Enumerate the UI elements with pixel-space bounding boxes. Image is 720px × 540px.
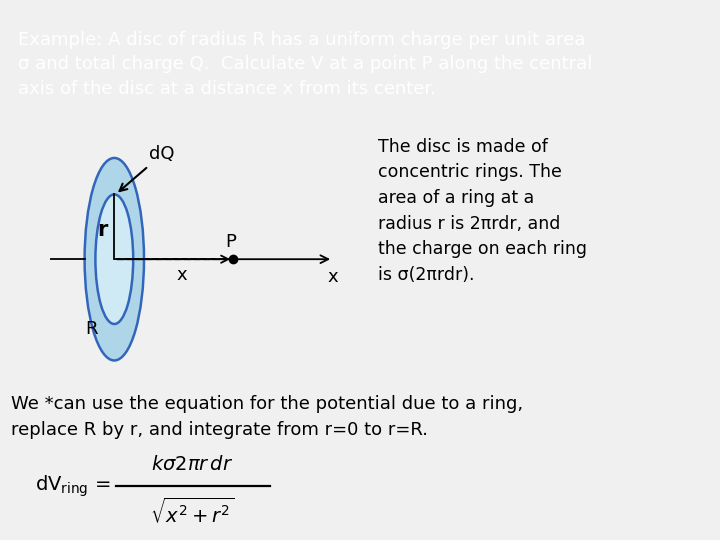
- Text: $\sqrt{x^2+r^2}$: $\sqrt{x^2+r^2}$: [150, 497, 235, 527]
- Text: x: x: [176, 266, 187, 285]
- Text: Example: A disc of radius R has a uniform charge per unit area
σ and total charg: Example: A disc of radius R has a unifor…: [18, 31, 592, 98]
- Text: $k\sigma 2\pi r\,dr$: $k\sigma 2\pi r\,dr$: [151, 455, 234, 474]
- Text: R: R: [85, 320, 98, 339]
- Ellipse shape: [95, 194, 133, 324]
- Text: replace R by r, and integrate from r=0 to r=R.: replace R by r, and integrate from r=0 t…: [11, 421, 428, 439]
- Ellipse shape: [85, 158, 144, 361]
- Text: P: P: [225, 233, 236, 251]
- Text: r: r: [97, 219, 107, 240]
- Text: $\mathrm{dV_{ring}}$ =: $\mathrm{dV_{ring}}$ =: [35, 473, 111, 499]
- Text: dQ: dQ: [120, 145, 175, 191]
- Text: We *can use the equation for the potential due to a ring,: We *can use the equation for the potenti…: [11, 395, 523, 413]
- Text: x: x: [328, 268, 338, 286]
- Text: The disc is made of
concentric rings. The
area of a ring at a
radius r is 2πrdr,: The disc is made of concentric rings. Th…: [378, 138, 587, 284]
